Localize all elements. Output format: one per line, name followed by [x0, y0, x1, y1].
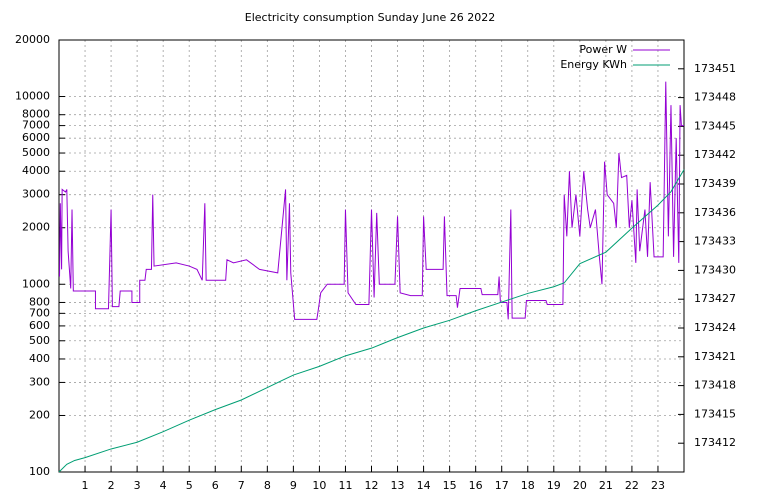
x-tick-label: 9	[290, 479, 297, 492]
x-tick-label: 22	[625, 479, 639, 492]
y-tick-label: 4000	[22, 164, 50, 177]
y2-tick-label: 173424	[694, 321, 736, 334]
y-tick-label: 800	[29, 295, 50, 308]
x-tick-label: 1	[82, 479, 89, 492]
series-line	[59, 81, 684, 320]
y-tick-label: 20000	[15, 33, 50, 46]
y-tick-label: 3000	[22, 188, 50, 201]
series-line	[58, 169, 685, 473]
y2-tick-label: 173439	[694, 177, 736, 190]
chart-title: Electricity consumption Sunday June 26 2…	[245, 11, 495, 24]
y2-tick-label: 173427	[694, 292, 736, 305]
x-tick-label: 5	[186, 479, 193, 492]
y-tick-label: 5000	[22, 146, 50, 159]
x-tick-label: 12	[365, 479, 379, 492]
x-tick-label: 18	[521, 479, 535, 492]
x-tick-label: 7	[238, 479, 245, 492]
x-tick-label: 16	[469, 479, 483, 492]
y2-tick-label: 173442	[694, 148, 736, 161]
x-tick-label: 17	[495, 479, 509, 492]
x-tick-label: 21	[599, 479, 613, 492]
y-tick-label: 100	[29, 465, 50, 478]
y-tick-label: 200	[29, 408, 50, 421]
y2-tick-label: 173418	[694, 379, 736, 392]
y-tick-label: 7000	[22, 119, 50, 132]
y2-tick-label: 173448	[694, 91, 736, 104]
y-tick-label: 300	[29, 375, 50, 388]
x-tick-label: 20	[573, 479, 587, 492]
y2-tick-label: 173436	[694, 206, 736, 219]
x-tick-label: 14	[417, 479, 431, 492]
x-tick-label: 11	[338, 479, 352, 492]
y-tick-label: 2000	[22, 221, 50, 234]
y2-tick-label: 173412	[694, 436, 736, 449]
y-tick-label: 1000	[22, 277, 50, 290]
x-tick-label: 10	[312, 479, 326, 492]
x-tick-label: 4	[160, 479, 167, 492]
x-tick-label: 23	[651, 479, 665, 492]
y-tick-label: 400	[29, 352, 50, 365]
y-tick-label: 8000	[22, 108, 50, 121]
x-tick-label: 2	[108, 479, 115, 492]
x-tick-label: 8	[264, 479, 271, 492]
x-tick-label: 6	[212, 479, 219, 492]
legend-label: Power W	[579, 43, 627, 56]
plot-frame	[58, 39, 685, 473]
y-tick-label: 6000	[22, 131, 50, 144]
x-tick-label: 3	[134, 479, 141, 492]
y2-tick-label: 173415	[694, 407, 736, 420]
y2-tick-label: 173451	[694, 62, 736, 75]
y-tick-label: 500	[29, 334, 50, 347]
y-tick-label: 600	[29, 319, 50, 332]
y2-tick-label: 173433	[694, 235, 736, 248]
x-tick-label: 19	[547, 479, 561, 492]
legend-label: Energy KWh	[560, 58, 627, 71]
y2-tick-label: 173430	[694, 263, 736, 276]
x-tick-label: 15	[443, 479, 457, 492]
y-tick-label: 10000	[15, 90, 50, 103]
y2-tick-label: 173421	[694, 350, 736, 363]
y-tick-label: 700	[29, 306, 50, 319]
x-tick-label: 13	[391, 479, 405, 492]
y2-tick-label: 173445	[694, 119, 736, 132]
